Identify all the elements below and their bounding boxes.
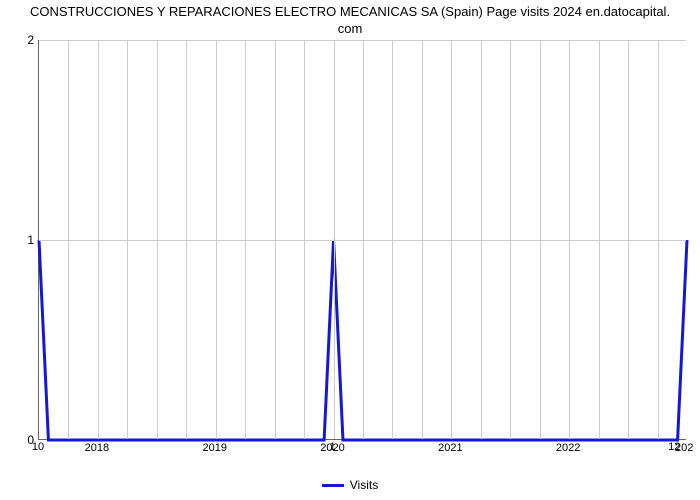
vgrid-minor <box>245 40 246 439</box>
vgrid-minor <box>422 40 423 439</box>
vgrid-minor <box>510 40 511 439</box>
vgrid-minor <box>658 40 659 439</box>
vgrid-minor <box>628 40 629 439</box>
vgrid-minor <box>392 40 393 439</box>
vgrid-minor <box>540 40 541 439</box>
vgrid-major <box>451 40 452 439</box>
vgrid-minor <box>157 40 158 439</box>
vgrid-major <box>216 40 217 439</box>
vgrid-major <box>334 40 335 439</box>
chart-area: 0122018201920202021202220210112 <box>38 40 686 440</box>
y-tick-label: 1 <box>4 233 34 247</box>
vgrid-minor <box>127 40 128 439</box>
x-tick-label: 2021 <box>438 442 462 454</box>
vgrid-minor <box>275 40 276 439</box>
legend: Visits <box>0 478 700 492</box>
x-tick-label: 2018 <box>85 442 109 454</box>
x-tick-label: 2019 <box>202 442 226 454</box>
title-line1: CONSTRUCCIONES Y REPARACIONES ELECTRO ME… <box>30 4 670 19</box>
chart-title: CONSTRUCCIONES Y REPARACIONES ELECTRO ME… <box>0 0 700 40</box>
vgrid-major <box>98 40 99 439</box>
point-label: 1 <box>329 441 335 453</box>
vgrid-minor <box>304 40 305 439</box>
vgrid-major <box>569 40 570 439</box>
plot-area <box>38 40 686 440</box>
point-label: 10 <box>32 441 44 453</box>
vgrid-minor <box>481 40 482 439</box>
legend-swatch <box>322 484 344 487</box>
vgrid-minor <box>68 40 69 439</box>
title-line2: com <box>338 21 363 36</box>
vgrid-minor <box>599 40 600 439</box>
legend-label: Visits <box>350 478 378 492</box>
point-label: 12 <box>668 441 680 453</box>
y-tick-label: 2 <box>4 33 34 47</box>
x-tick-label: 2022 <box>556 442 580 454</box>
y-tick-label: 0 <box>4 433 34 447</box>
vgrid-minor <box>363 40 364 439</box>
vgrid-minor <box>186 40 187 439</box>
